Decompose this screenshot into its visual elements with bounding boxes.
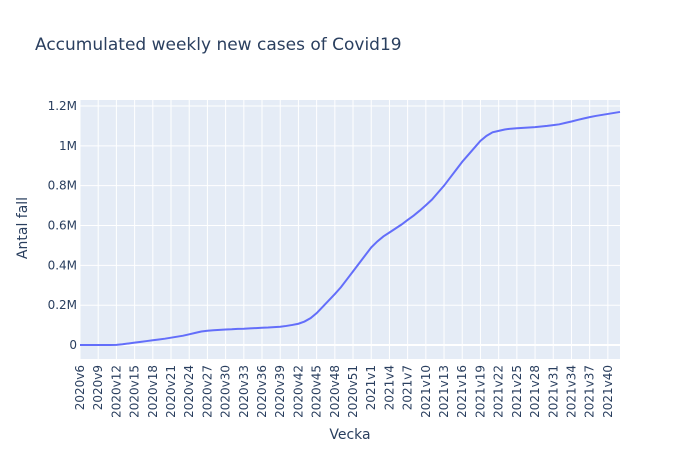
x-tick-label: 2021v16 — [455, 365, 469, 418]
chart-title: Accumulated weekly new cases of Covid19 — [35, 35, 402, 55]
x-tick-label: 2020v51 — [346, 365, 360, 418]
y-gridlines — [80, 105, 620, 347]
x-tick-label: 2021v7 — [401, 365, 415, 410]
x-tick-label: 2021v19 — [473, 365, 487, 418]
y-axis-title: Antal fall — [15, 197, 31, 259]
series-line — [80, 110, 621, 347]
x-tick-label: 2020v27 — [200, 365, 214, 418]
plot-area — [80, 100, 620, 359]
x-tick-label: 2020v24 — [182, 365, 196, 418]
x-tick-label: 2021v25 — [510, 365, 524, 418]
x-gridlines — [79, 100, 609, 359]
x-tick-label: 2020v33 — [237, 365, 251, 418]
x-tick-label: 2020v48 — [328, 365, 342, 418]
x-tick-label: 2021v31 — [546, 365, 560, 418]
x-tick-label: 2020v21 — [164, 365, 178, 418]
x-tick-label: 2021v13 — [437, 365, 451, 418]
y-tick-label: 1.2M — [48, 99, 77, 113]
x-tick-labels: 2020v6 2020v9 2020v12 2020v15 2020v18 2020v21… — [73, 365, 615, 418]
x-tick-label: 2021v1 — [364, 365, 378, 410]
y-tick-label: 1M — [59, 139, 77, 153]
x-tick-label: 2020v18 — [146, 365, 160, 418]
x-tick-label: 2021v10 — [419, 365, 433, 418]
x-tick-label: 2021v28 — [528, 365, 542, 418]
x-tick-label: 2020v30 — [219, 365, 233, 418]
x-tick-label: 2020v15 — [128, 365, 142, 418]
y-tick-label: 0.6M — [48, 219, 77, 233]
x-tick-label: 2020v39 — [273, 365, 287, 418]
y-tick-label: 0.2M — [48, 298, 77, 312]
x-tick-label: 2020v42 — [291, 365, 305, 418]
x-tick-label: 2021v4 — [382, 365, 396, 410]
x-axis-title: Vecka — [329, 427, 370, 443]
x-tick-label: 2021v22 — [492, 365, 506, 418]
x-tick-label: 2020v36 — [255, 365, 269, 418]
y-tick-label: 0.4M — [48, 258, 77, 272]
y-tick-label: 0 — [69, 338, 77, 352]
x-tick-label: 2021v37 — [583, 365, 597, 418]
y-tick-labels: 0 0.2M 0.4M 0.6M 0.8M 1M 1.2M — [48, 99, 77, 352]
x-tick-label: 2020v9 — [91, 365, 105, 410]
x-tick-label: 2020v6 — [73, 365, 87, 410]
x-tick-label: 2021v40 — [601, 365, 615, 418]
x-tick-label: 2020v12 — [109, 365, 123, 418]
y-tick-label: 0.8M — [48, 179, 77, 193]
x-tick-label: 2021v34 — [564, 365, 578, 418]
x-tick-label: 2020v45 — [310, 365, 324, 418]
